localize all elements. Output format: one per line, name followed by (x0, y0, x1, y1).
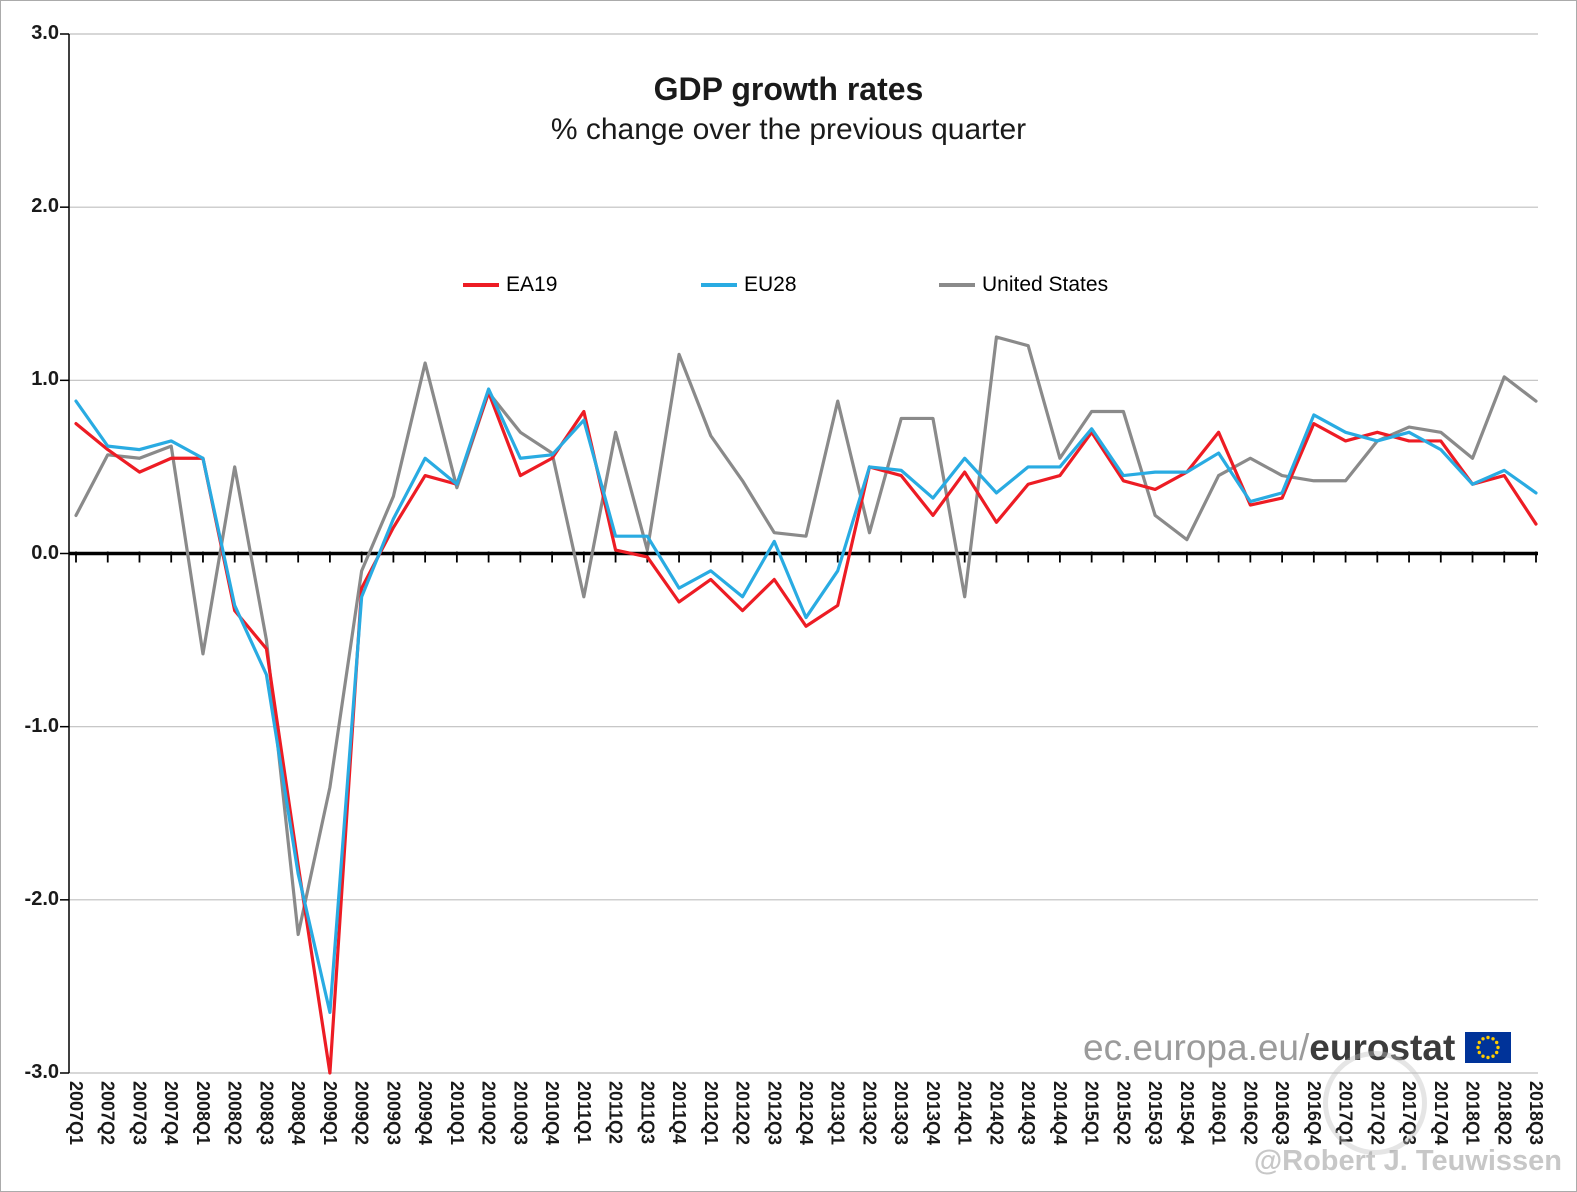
x-tick-label: 2018Q2 (1494, 1081, 1515, 1146)
x-tick-label: 2016Q1 (1208, 1081, 1229, 1146)
y-tick-label: -2.0 (24, 887, 59, 910)
x-tick-label: 2008Q3 (256, 1081, 277, 1146)
legend-label-united-states: United States (982, 273, 1109, 296)
y-tick-label: 2.0 (31, 195, 59, 218)
x-tick-label: 2011Q3 (637, 1081, 658, 1145)
x-tick-label: 2016Q3 (1272, 1081, 1293, 1146)
x-tick-label: 2015Q1 (1081, 1081, 1102, 1146)
x-tick-label: 2011Q1 (573, 1081, 594, 1145)
x-tick-label: 2013Q1 (827, 1081, 848, 1146)
x-tick-label: 2007Q2 (97, 1081, 118, 1146)
x-tick-label: 2014Q3 (1018, 1081, 1039, 1146)
x-tick-label: 2009Q2 (351, 1081, 372, 1146)
y-tick-label: 1.0 (31, 368, 59, 391)
chart-subtitle: % change over the previous quarter (550, 113, 1027, 146)
eu-star (1491, 1037, 1495, 1041)
x-tick-label: 2009Q3 (383, 1081, 404, 1146)
chart-title: GDP growth rates (653, 71, 924, 107)
x-tick-label: 2010Q3 (510, 1081, 531, 1146)
x-tick-label: 2014Q2 (986, 1081, 1007, 1146)
x-tick-label: 2009Q1 (319, 1081, 340, 1146)
y-tick-label: -3.0 (24, 1061, 59, 1083)
eu-star (1477, 1040, 1482, 1045)
x-tick-label: 2016Q4 (1303, 1081, 1324, 1146)
x-tick-label: 2012Q3 (764, 1081, 785, 1146)
united-states-line-swatch (939, 283, 975, 287)
eurostat-branding: ec.europa.eu/eurostat (1083, 1027, 1512, 1068)
x-tick-label: 2008Q1 (192, 1081, 213, 1146)
footer-url-prefix: ec.europa.eu/ (1083, 1027, 1310, 1068)
legend-item-eu28: EU28 (701, 273, 797, 297)
x-tick-label: 2017Q4 (1430, 1081, 1451, 1146)
x-tick-label: 2009Q4 (415, 1081, 436, 1146)
legend-item-united-states: United States (939, 273, 1108, 297)
x-tick-label: 2007Q4 (161, 1081, 182, 1146)
eu-star (1486, 1055, 1490, 1060)
watermark-credit: @Robert J. Teuwissen (1253, 1145, 1562, 1177)
x-tick-label: 2012Q2 (732, 1081, 753, 1146)
eu-star (1486, 1035, 1490, 1040)
x-tick-label: 2014Q4 (1049, 1081, 1070, 1146)
x-tick-label: 2010Q1 (446, 1081, 467, 1146)
x-tick-label: 2018Q1 (1462, 1081, 1483, 1146)
eu-star (1496, 1045, 1500, 1050)
x-tick-label: 2013Q4 (922, 1081, 943, 1146)
x-tick-label: 2014Q1 (954, 1081, 975, 1146)
eu-star (1476, 1045, 1480, 1050)
eu-flag-icon (1465, 1032, 1512, 1063)
legend-label-eu28: EU28 (744, 273, 797, 296)
x-tick-label: 2010Q4 (542, 1081, 563, 1146)
x-tick-label: 2013Q2 (859, 1081, 880, 1146)
x-tick-label: 2008Q4 (288, 1081, 309, 1146)
x-tick-label: 2007Q1 (66, 1081, 86, 1146)
y-tick-label: 0.0 (31, 541, 59, 564)
x-tick-label: 2015Q3 (1145, 1081, 1166, 1146)
x-tick-label: 2011Q2 (605, 1081, 626, 1145)
x-tick-label: 2008Q2 (224, 1081, 245, 1146)
x-tick-label: 2012Q4 (796, 1081, 816, 1146)
series-line-eu28 (74, 387, 1538, 1014)
eu-star (1495, 1050, 1499, 1055)
series-line-ea19 (74, 390, 1538, 1075)
eu-star (1481, 1037, 1485, 1041)
x-tick-label: 2015Q2 (1113, 1081, 1134, 1146)
x-tick-label: 2015Q4 (1176, 1081, 1197, 1146)
eu28-line-swatch (701, 283, 737, 287)
x-tick-label: 2013Q3 (891, 1081, 912, 1146)
x-tick-label: 2011Q4 (669, 1081, 690, 1145)
eu-star (1477, 1050, 1482, 1055)
y-tick-label: 3.0 (31, 22, 59, 44)
x-tick-label: 2007Q3 (129, 1081, 150, 1146)
ea19-line-swatch (463, 283, 499, 287)
legend-item-ea19: EA19 (463, 273, 557, 297)
x-tick-label: 2012Q1 (700, 1081, 721, 1146)
eu-star (1481, 1054, 1485, 1058)
eu-star (1495, 1040, 1499, 1045)
x-tick-label: 2018Q3 (1526, 1081, 1546, 1146)
y-tick-label: -1.0 (24, 714, 59, 737)
legend-label-ea19: EA19 (506, 273, 558, 296)
eu-star (1491, 1054, 1495, 1058)
x-tick-label: 2016Q2 (1240, 1081, 1261, 1146)
watermark-stamp-circle (1323, 1051, 1427, 1155)
x-tick-label: 2010Q2 (478, 1081, 499, 1146)
